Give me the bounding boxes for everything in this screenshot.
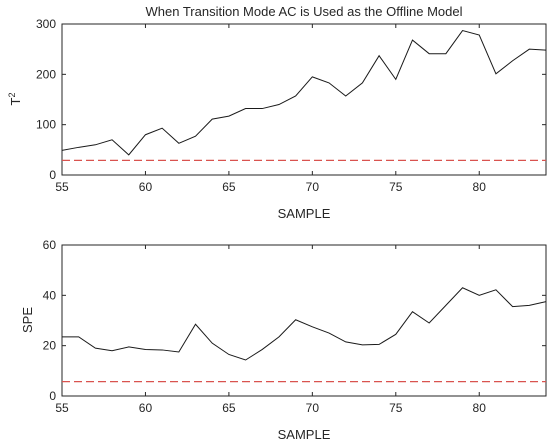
t2-x-tick-label: 75 [389, 180, 403, 194]
spe-y-tick-label: 40 [43, 288, 57, 302]
spe-x-axis: 55 60 65 70 75 80 [55, 245, 486, 415]
t2-statistic-line [61, 29, 547, 156]
chart-title: When Transition Mode AC is Used as the O… [146, 4, 463, 19]
spe-y-tick-label: 60 [43, 238, 57, 252]
t2-y-tick-label: 300 [36, 17, 56, 31]
t2-x-axis: 55 60 65 70 75 80 [55, 24, 486, 194]
t2-x-tick-label: 55 [55, 180, 69, 194]
spe-x-tick-label: 70 [306, 401, 320, 415]
spe-chart: 55 60 65 70 75 80 0 20 40 60 SAMPLE SPE [20, 238, 547, 442]
spe-x-tick-label: 55 [55, 401, 69, 415]
t2-y-axis-label: T2 [7, 93, 23, 106]
spe-x-axis-label: SAMPLE [278, 427, 331, 442]
spe-series-group [62, 287, 547, 383]
t2-x-tick-label: 70 [306, 180, 320, 194]
spe-y-tick-label: 20 [43, 339, 57, 353]
t2-y-axis-label-base: T [8, 97, 23, 105]
spe-plot-frame [61, 244, 547, 397]
t2-x-tick-label: 60 [139, 180, 153, 194]
t2-plot-frame [61, 23, 547, 176]
t2-x-tick-label: 65 [222, 180, 236, 194]
t2-y-tick-label: 100 [36, 118, 56, 132]
t2-y-axis: 0 100 200 300 [36, 17, 546, 182]
t2-x-tick-label: 80 [473, 180, 487, 194]
spe-y-tick-label: 0 [49, 389, 56, 403]
spe-y-axis: 0 20 40 60 [43, 238, 546, 403]
t2-y-tick-label: 0 [49, 168, 56, 182]
spe-x-tick-label: 60 [139, 401, 153, 415]
t2-y-axis-label-superscript: 2 [7, 93, 17, 98]
t2-y-tick-label: 200 [36, 67, 56, 81]
spe-y-axis-label: SPE [20, 307, 35, 333]
t2-chart: When Transition Mode AC is Used as the O… [7, 4, 547, 221]
t2-series-group [61, 29, 547, 161]
spe-x-tick-label: 65 [222, 401, 236, 415]
spe-statistic-line [62, 287, 547, 361]
t2-x-axis-label: SAMPLE [278, 206, 331, 221]
spe-x-tick-label: 75 [389, 401, 403, 415]
spe-x-tick-label: 80 [473, 401, 487, 415]
